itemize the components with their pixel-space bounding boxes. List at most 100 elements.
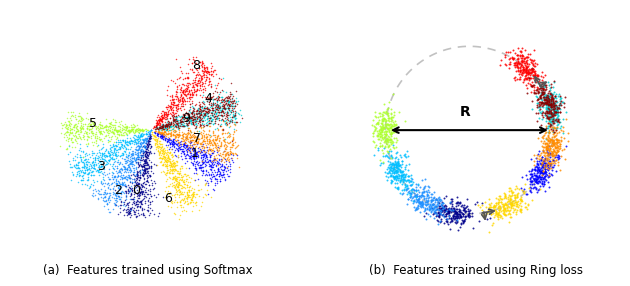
Point bbox=[446, 207, 456, 212]
Point bbox=[127, 152, 137, 156]
Point bbox=[417, 200, 427, 204]
Point bbox=[437, 203, 447, 208]
Point bbox=[156, 117, 166, 122]
Point bbox=[88, 193, 98, 198]
Point bbox=[543, 161, 553, 165]
Point bbox=[93, 169, 103, 174]
Point bbox=[210, 170, 220, 174]
Point bbox=[190, 119, 200, 124]
Point bbox=[213, 166, 223, 171]
Point bbox=[464, 208, 474, 213]
Point bbox=[66, 128, 76, 132]
Point bbox=[79, 136, 89, 141]
Point bbox=[386, 174, 396, 178]
Point bbox=[549, 110, 559, 115]
Point bbox=[552, 114, 562, 119]
Point bbox=[221, 145, 231, 149]
Point bbox=[421, 189, 432, 193]
Point bbox=[84, 126, 94, 131]
Point bbox=[192, 192, 202, 196]
Point bbox=[164, 136, 174, 141]
Point bbox=[216, 167, 226, 172]
Point bbox=[515, 208, 525, 213]
Point bbox=[454, 209, 464, 213]
Point bbox=[215, 110, 226, 114]
Point bbox=[195, 86, 205, 90]
Point bbox=[200, 182, 210, 187]
Point bbox=[83, 164, 93, 169]
Point bbox=[168, 131, 178, 136]
Point bbox=[218, 138, 228, 142]
Point bbox=[124, 210, 134, 215]
Point bbox=[172, 103, 182, 108]
Point bbox=[126, 152, 136, 157]
Point bbox=[210, 121, 220, 125]
Point bbox=[537, 171, 547, 176]
Point bbox=[188, 85, 198, 90]
Point bbox=[139, 148, 149, 153]
Point bbox=[133, 174, 143, 179]
Point bbox=[199, 100, 209, 104]
Point bbox=[140, 162, 151, 167]
Point bbox=[159, 149, 169, 153]
Point bbox=[207, 159, 217, 163]
Point bbox=[426, 199, 436, 203]
Point bbox=[392, 169, 402, 174]
Point bbox=[416, 192, 427, 197]
Point bbox=[190, 142, 200, 147]
Point bbox=[549, 121, 559, 126]
Point bbox=[178, 124, 188, 129]
Point bbox=[172, 103, 182, 108]
Point bbox=[379, 125, 389, 129]
Point bbox=[123, 165, 133, 170]
Point bbox=[170, 115, 180, 120]
Point bbox=[455, 213, 465, 218]
Point bbox=[167, 201, 177, 206]
Point bbox=[433, 219, 443, 223]
Point bbox=[436, 212, 446, 217]
Point bbox=[226, 150, 236, 154]
Point bbox=[153, 147, 163, 152]
Point bbox=[117, 150, 127, 155]
Point bbox=[169, 185, 180, 189]
Point bbox=[504, 189, 514, 193]
Point bbox=[207, 110, 217, 115]
Point bbox=[105, 186, 115, 191]
Point bbox=[91, 138, 101, 143]
Point bbox=[526, 186, 536, 190]
Point bbox=[539, 90, 549, 94]
Point bbox=[180, 92, 190, 97]
Point bbox=[179, 171, 189, 176]
Point bbox=[540, 151, 550, 155]
Point bbox=[209, 121, 219, 126]
Point bbox=[534, 108, 544, 112]
Point bbox=[154, 125, 164, 130]
Point bbox=[143, 134, 153, 139]
Point bbox=[140, 188, 150, 192]
Point bbox=[161, 158, 171, 163]
Point bbox=[133, 160, 143, 165]
Point bbox=[514, 60, 524, 65]
Point bbox=[162, 113, 172, 118]
Point bbox=[139, 139, 149, 144]
Point bbox=[554, 109, 564, 114]
Point bbox=[554, 144, 564, 149]
Point bbox=[478, 213, 488, 217]
Point bbox=[173, 124, 183, 129]
Point bbox=[406, 188, 416, 192]
Point bbox=[563, 131, 573, 136]
Point bbox=[546, 121, 556, 126]
Point bbox=[123, 212, 133, 217]
Point bbox=[536, 103, 546, 108]
Point bbox=[110, 118, 120, 122]
Point bbox=[457, 218, 467, 223]
Point bbox=[134, 213, 144, 218]
Point bbox=[420, 208, 430, 212]
Point bbox=[105, 145, 115, 150]
Point bbox=[151, 126, 161, 130]
Point bbox=[181, 135, 191, 139]
Point bbox=[181, 137, 192, 142]
Point bbox=[164, 110, 175, 115]
Point bbox=[190, 138, 200, 142]
Point bbox=[134, 163, 144, 168]
